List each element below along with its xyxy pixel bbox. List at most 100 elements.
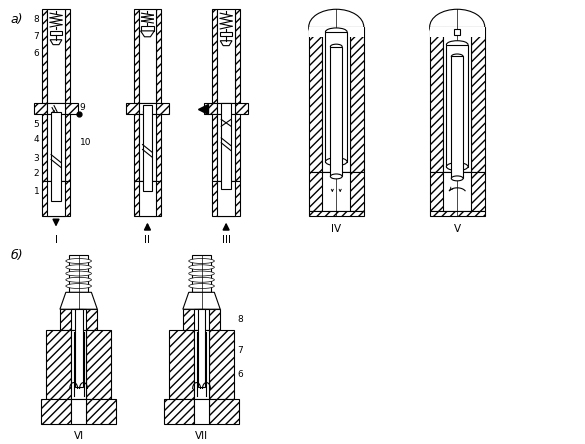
Ellipse shape bbox=[189, 271, 214, 276]
Ellipse shape bbox=[189, 278, 214, 282]
Bar bbox=[235, 103, 248, 115]
Bar bbox=[429, 27, 443, 171]
Bar bbox=[69, 255, 88, 292]
Bar bbox=[446, 45, 468, 166]
Bar bbox=[42, 399, 71, 424]
Text: 1: 1 bbox=[33, 186, 39, 196]
Text: 4: 4 bbox=[34, 135, 39, 143]
Bar bbox=[156, 103, 169, 115]
Bar bbox=[217, 115, 235, 181]
Bar bbox=[192, 255, 211, 292]
Bar bbox=[35, 103, 47, 115]
Bar bbox=[87, 399, 116, 424]
Bar bbox=[220, 32, 232, 36]
Ellipse shape bbox=[451, 176, 463, 181]
Bar bbox=[75, 309, 82, 387]
Polygon shape bbox=[220, 41, 232, 46]
Text: 7: 7 bbox=[33, 32, 39, 41]
Bar bbox=[134, 181, 161, 216]
Bar bbox=[71, 309, 87, 329]
Bar bbox=[212, 115, 217, 181]
Bar bbox=[134, 9, 139, 103]
Bar bbox=[309, 27, 322, 171]
Ellipse shape bbox=[446, 163, 468, 170]
Bar bbox=[235, 9, 240, 103]
Ellipse shape bbox=[446, 41, 468, 48]
Ellipse shape bbox=[451, 54, 463, 59]
Bar bbox=[42, 115, 47, 181]
Bar bbox=[350, 27, 364, 171]
Ellipse shape bbox=[325, 158, 347, 166]
Bar bbox=[198, 309, 205, 387]
Ellipse shape bbox=[325, 28, 347, 36]
Bar bbox=[47, 115, 65, 181]
Text: 2: 2 bbox=[34, 169, 39, 178]
Bar bbox=[183, 309, 220, 329]
Bar bbox=[235, 115, 240, 181]
Text: V: V bbox=[453, 224, 461, 234]
Bar bbox=[71, 399, 87, 424]
Ellipse shape bbox=[331, 174, 342, 179]
Text: I: I bbox=[54, 235, 57, 246]
Bar bbox=[309, 211, 364, 216]
Ellipse shape bbox=[189, 284, 214, 289]
Ellipse shape bbox=[66, 271, 91, 276]
Bar bbox=[47, 103, 65, 115]
Text: 8: 8 bbox=[237, 315, 243, 324]
Text: IV: IV bbox=[331, 224, 341, 234]
Bar bbox=[217, 103, 235, 115]
Bar bbox=[429, 171, 485, 211]
Bar bbox=[139, 115, 156, 181]
Bar bbox=[429, 27, 485, 37]
Bar bbox=[65, 9, 70, 103]
Bar bbox=[471, 27, 485, 171]
Text: 10: 10 bbox=[80, 138, 91, 147]
Bar bbox=[212, 181, 240, 216]
Bar bbox=[212, 9, 217, 103]
Text: 6: 6 bbox=[237, 370, 243, 379]
Bar bbox=[217, 181, 235, 216]
Ellipse shape bbox=[66, 258, 91, 263]
Polygon shape bbox=[140, 31, 154, 37]
Bar bbox=[325, 32, 347, 162]
Text: 5: 5 bbox=[33, 120, 39, 129]
Bar bbox=[322, 171, 350, 211]
Bar bbox=[217, 9, 235, 103]
Bar bbox=[309, 27, 364, 37]
Ellipse shape bbox=[331, 44, 342, 49]
Bar bbox=[164, 399, 194, 424]
Text: 3: 3 bbox=[33, 154, 39, 163]
Bar bbox=[205, 103, 217, 115]
Bar bbox=[194, 309, 209, 329]
Bar bbox=[455, 29, 460, 35]
Text: VI: VI bbox=[74, 431, 84, 441]
Bar bbox=[87, 329, 111, 399]
Ellipse shape bbox=[429, 9, 485, 45]
Bar bbox=[156, 115, 161, 181]
Bar bbox=[60, 309, 97, 329]
Bar bbox=[50, 31, 62, 35]
Ellipse shape bbox=[66, 265, 91, 270]
Text: б): б) bbox=[11, 249, 23, 262]
Bar bbox=[65, 115, 70, 181]
Bar bbox=[209, 399, 239, 424]
Text: 8: 8 bbox=[33, 15, 39, 24]
Text: 6: 6 bbox=[33, 49, 39, 58]
Text: 9: 9 bbox=[80, 103, 85, 112]
Bar bbox=[194, 399, 209, 424]
Bar bbox=[443, 27, 471, 171]
Bar bbox=[322, 27, 350, 171]
Bar bbox=[429, 211, 485, 216]
Bar bbox=[71, 329, 87, 399]
Bar bbox=[139, 181, 156, 216]
Bar bbox=[47, 9, 65, 103]
Bar bbox=[134, 115, 139, 181]
Bar bbox=[46, 329, 71, 399]
Text: VII: VII bbox=[195, 431, 208, 441]
Bar bbox=[221, 103, 231, 189]
Ellipse shape bbox=[66, 278, 91, 282]
Bar bbox=[209, 329, 234, 399]
Bar bbox=[42, 9, 47, 103]
Ellipse shape bbox=[66, 284, 91, 289]
Text: 7: 7 bbox=[237, 346, 243, 355]
